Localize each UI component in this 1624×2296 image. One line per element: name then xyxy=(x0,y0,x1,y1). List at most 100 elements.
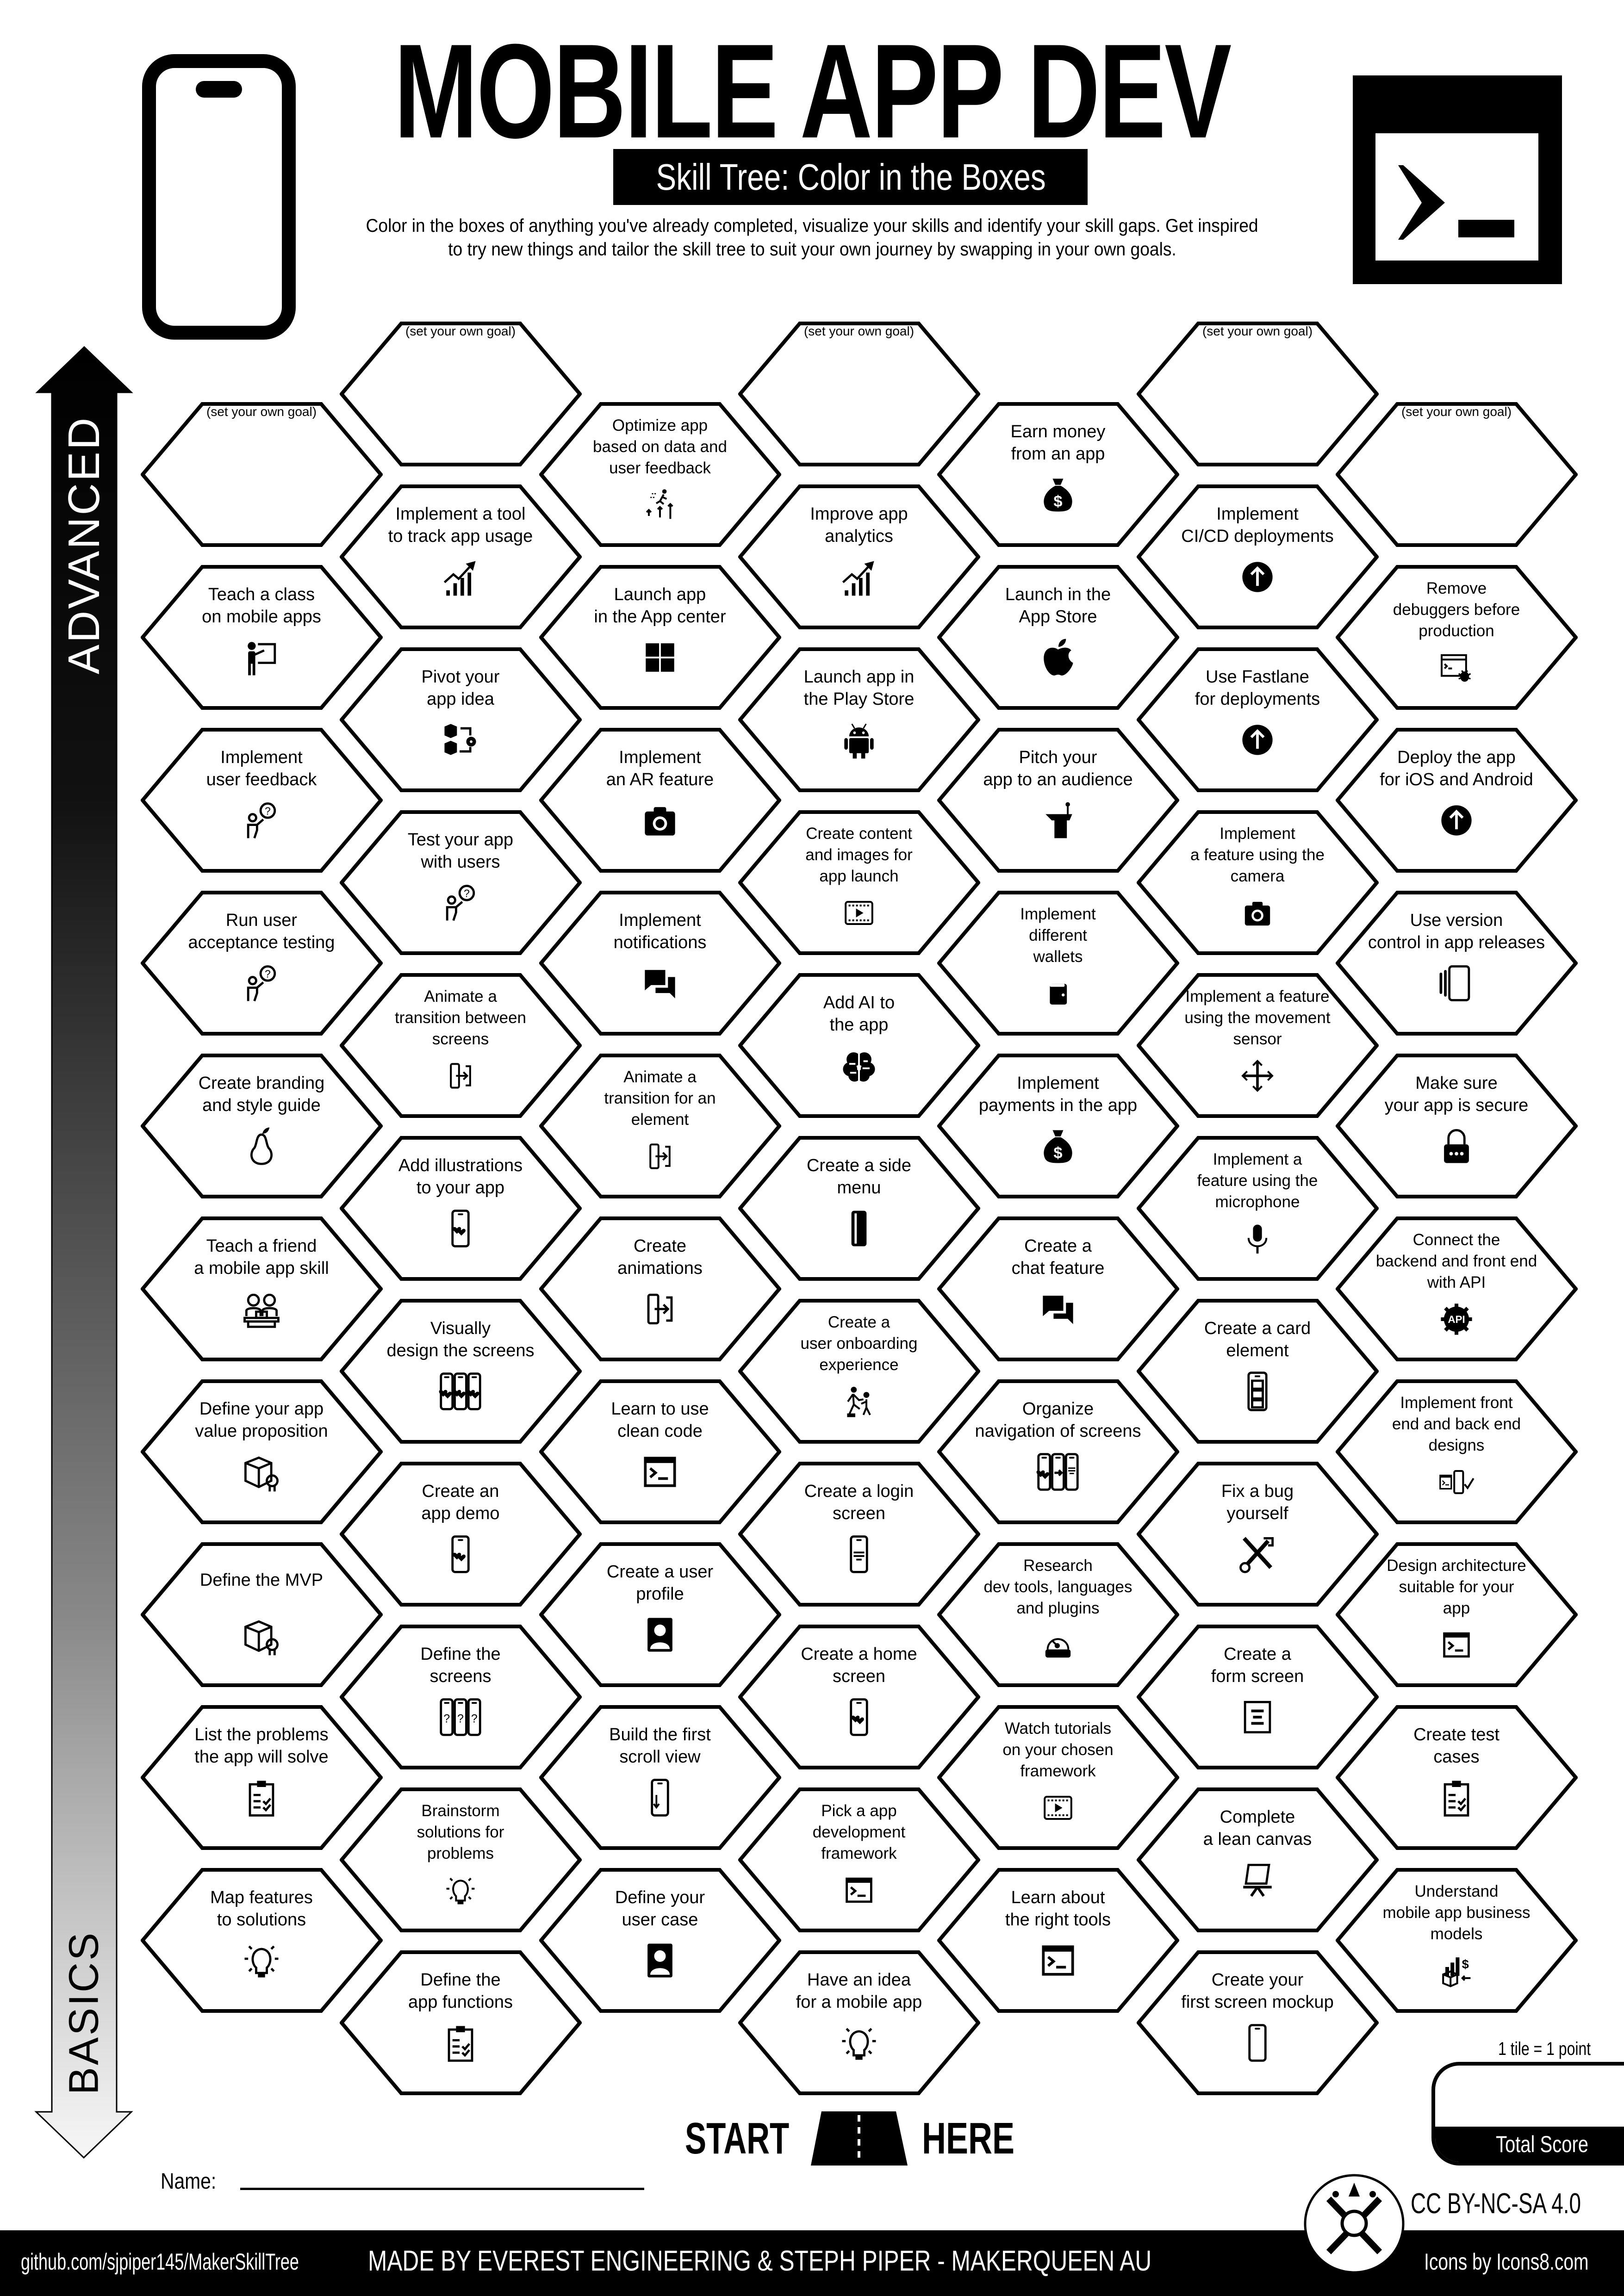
skill-tile[interactable]: Create a card element xyxy=(1136,1298,1379,1444)
tile-label-line: screen xyxy=(832,1503,886,1523)
skill-tile[interactable]: Add illustrations to your app xyxy=(339,1136,582,1281)
tile-label-line: Launch in the xyxy=(1005,584,1111,604)
hexagon-outline xyxy=(1335,727,1578,873)
name-input-line[interactable] xyxy=(240,2188,644,2190)
skill-tile[interactable]: Create a side menu xyxy=(738,1136,980,1281)
skill-tile[interactable]: Run user acceptance testing? xyxy=(140,890,383,1036)
tile-label-line: Create your xyxy=(1211,1970,1304,1990)
skill-tile[interactable]: Have an idea for a mobile app xyxy=(738,1950,980,2095)
skill-tile[interactable]: Learn to use clean code xyxy=(539,1379,781,1524)
skill-tile[interactable]: Create test cases xyxy=(1335,1705,1578,1850)
skill-tile[interactable]: Pivot your app idea xyxy=(339,647,582,792)
tile-label-line: Have an idea xyxy=(807,1970,911,1990)
skill-tile[interactable]: Implement a feature using the microphone xyxy=(1136,1136,1379,1281)
skill-tile[interactable]: Define the app functions xyxy=(339,1950,582,2095)
skill-tile[interactable]: Pitch your app to an audience xyxy=(937,727,1179,873)
skill-tile[interactable]: Deploy the app for iOS and Android xyxy=(1335,727,1578,873)
pivot-icon xyxy=(438,718,483,764)
lightbulb-icon xyxy=(239,1938,284,1985)
skill-tile[interactable]: Animate a transition for an element xyxy=(539,1053,781,1198)
skill-tile[interactable]: Add AI to the app xyxy=(738,973,980,1118)
custom-goal-tile[interactable]: (set your own goal) xyxy=(1136,321,1379,466)
skill-tile[interactable]: Create a user profile xyxy=(539,1542,781,1687)
skill-tile[interactable]: Earn money from an app $ xyxy=(937,402,1179,547)
skill-tile[interactable]: Teach a friend a mobile app skill xyxy=(140,1216,383,1361)
tile-label-line: app to an audience xyxy=(983,769,1133,789)
tile-label-line: CI/CD deployments xyxy=(1181,526,1334,546)
tile-content: Pick a app development framework xyxy=(738,1787,980,1932)
tile-label-line: for iOS and Android xyxy=(1380,769,1533,789)
skill-tile[interactable]: Define the MVP xyxy=(140,1542,383,1687)
skill-tile[interactable]: Create a chat feature xyxy=(937,1216,1179,1361)
skill-tile[interactable]: Define your user case xyxy=(539,1868,781,2013)
skill-tile[interactable]: Launch app in the App center xyxy=(539,565,781,710)
hexagon-outline xyxy=(738,973,980,1118)
skill-tile[interactable]: Design architecture suitable for your app xyxy=(1335,1542,1578,1687)
skill-tile[interactable]: Implement front end and back end designs xyxy=(1335,1379,1578,1524)
skill-tile[interactable]: Organize navigation of screens xyxy=(937,1379,1179,1524)
page-title: MOBILE APP DEV xyxy=(0,24,1624,158)
tile-label-line: Use Fastlane xyxy=(1206,667,1309,687)
phone-hearts-icon xyxy=(438,1206,483,1253)
skill-tile[interactable]: Create your first screen mockup xyxy=(1136,1950,1379,2095)
skill-tile[interactable]: Implement CI/CD deployments xyxy=(1136,484,1379,629)
skill-tile[interactable]: Complete a lean canvas xyxy=(1136,1787,1379,1932)
skill-tile[interactable]: Improve app analytics xyxy=(738,484,980,629)
hexagon-outline xyxy=(937,727,1179,873)
skill-tile[interactable]: Launch in the App Store xyxy=(937,565,1179,710)
skill-tile[interactable]: Map features to solutions xyxy=(140,1868,383,2013)
skill-tile[interactable]: Implement payments in the app $ xyxy=(937,1053,1179,1198)
skill-tile[interactable]: Implement different wallets xyxy=(937,890,1179,1036)
skill-tile[interactable]: Create a home screen xyxy=(738,1624,980,1769)
skill-tile[interactable]: Watch tutorials on your chosen framework xyxy=(937,1705,1179,1850)
skill-tile[interactable]: Implement a tool to track app usage xyxy=(339,484,582,629)
skill-tile[interactable]: Implement a feature using the movement sen… xyxy=(1136,973,1379,1118)
skill-tile[interactable]: Pick a app development framework xyxy=(738,1787,980,1932)
icons-credit[interactable]: Icons by Icons8.com xyxy=(1424,2249,1589,2275)
skill-tile[interactable]: Visually design the screens xyxy=(339,1298,582,1444)
skill-tile[interactable]: Define your app value proposition xyxy=(140,1379,383,1524)
skill-tile[interactable]: Animate a transition between screens xyxy=(339,973,582,1118)
tile-content: Pitch your app to an audience xyxy=(937,728,1179,873)
skill-tile[interactable]: Create a login screen xyxy=(738,1461,980,1607)
skill-tile[interactable]: Remove debuggers before production xyxy=(1335,565,1578,710)
feedback-person-icon: ? xyxy=(239,798,284,845)
skill-tile[interactable]: List the problems the app will solve xyxy=(140,1705,383,1850)
skill-tile[interactable]: Create a form screen xyxy=(1136,1624,1379,1769)
skill-tile[interactable]: Implement an AR feature xyxy=(539,727,781,873)
skill-tile[interactable]: Make sure your app is secure xyxy=(1335,1053,1578,1198)
custom-goal-tile[interactable]: (set your own goal) xyxy=(1335,402,1578,547)
custom-goal-tile[interactable]: (set your own goal) xyxy=(140,402,383,547)
skill-tile[interactable]: Create animations xyxy=(539,1216,781,1361)
skill-tile[interactable]: Create content and images for app launch xyxy=(738,810,980,955)
skill-tile[interactable]: Connect the backend and front end with API… xyxy=(1335,1216,1578,1361)
hexagon-outline xyxy=(539,1705,781,1850)
skill-tile[interactable]: Understand mobile app business models $ xyxy=(1335,1868,1578,2013)
skill-tile[interactable]: Define the screens??? xyxy=(339,1624,582,1769)
skill-tile[interactable]: Implement a feature using the camera xyxy=(1136,810,1379,955)
skill-tile[interactable]: Create branding and style guide xyxy=(140,1053,383,1198)
skill-tile[interactable]: Use Fastlane for deployments xyxy=(1136,647,1379,792)
skill-tile[interactable]: Test your app with users? xyxy=(339,810,582,955)
skill-tile[interactable]: Create an app demo xyxy=(339,1461,582,1607)
skill-tile[interactable]: Research dev tools, languages and plugins xyxy=(937,1542,1179,1687)
skill-tile[interactable]: Brainstorm solutions for problems xyxy=(339,1787,582,1932)
skill-tile[interactable]: Launch app in the Play Store xyxy=(738,647,980,792)
skill-tile[interactable]: Fix a bug yourself xyxy=(1136,1461,1379,1607)
skill-tile[interactable]: Create a user onboarding experience xyxy=(738,1298,980,1444)
github-link[interactable]: github.com/sjpiper145/MakerSkillTree xyxy=(21,2249,299,2275)
total-score-box[interactable]: Total Score xyxy=(1431,2062,1624,2166)
skill-tile[interactable]: Build the first scroll view xyxy=(539,1705,781,1850)
skill-tile[interactable]: Optimize app based on data and user feedba… xyxy=(539,402,781,547)
skill-tile[interactable]: Teach a class on mobile apps xyxy=(140,565,383,710)
tile-label-line: transition between xyxy=(394,1008,527,1027)
skill-tile[interactable]: Implement user feedback? xyxy=(140,727,383,873)
skill-tile[interactable]: Implement notifications xyxy=(539,890,781,1036)
skill-tile[interactable]: Use version control in app releases xyxy=(1335,890,1578,1036)
tile-label-line: Create xyxy=(633,1236,687,1256)
tile-label-line: Test your app xyxy=(407,830,514,850)
skill-tile[interactable]: Learn about the right tools xyxy=(937,1868,1179,2013)
custom-goal-tile[interactable]: (set your own goal) xyxy=(339,321,582,466)
tile-content: Define your user case xyxy=(539,1868,781,2013)
custom-goal-tile[interactable]: (set your own goal) xyxy=(738,321,980,466)
